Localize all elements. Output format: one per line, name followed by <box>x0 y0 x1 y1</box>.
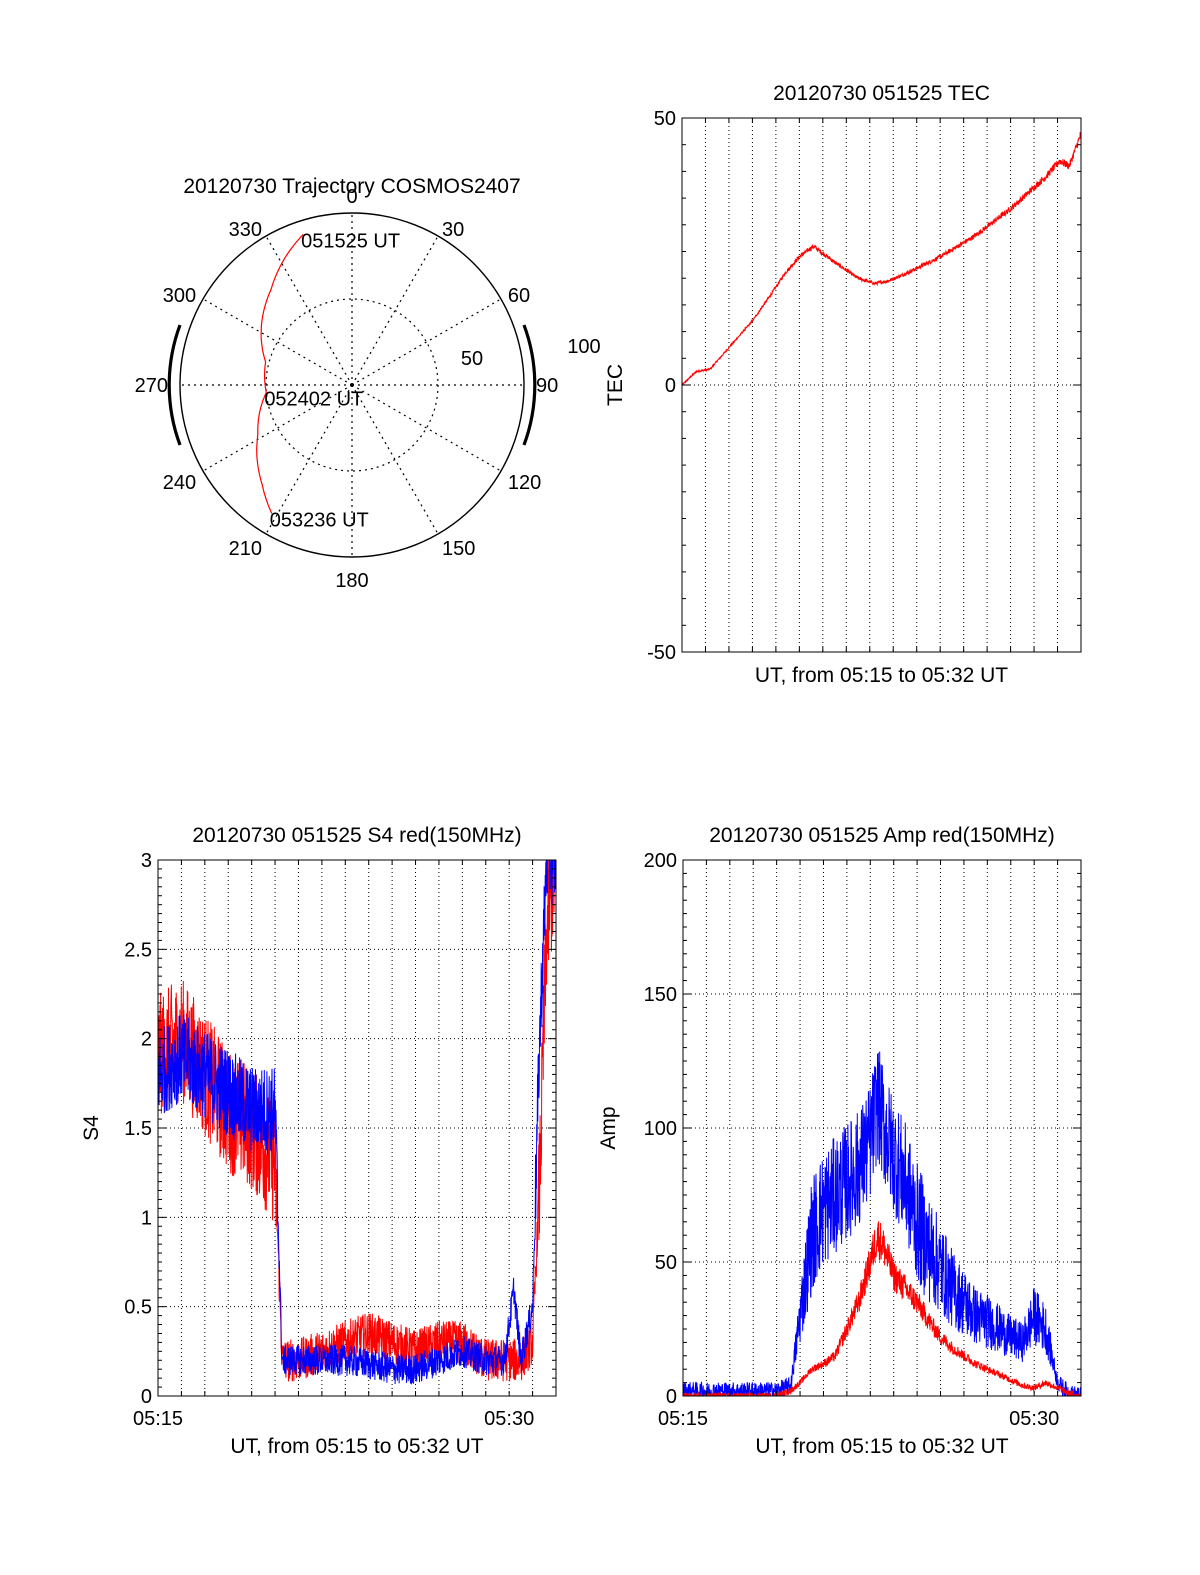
chart-title: 20120730 051525 Amp red(150MHz) <box>709 824 1055 847</box>
x-tick-label: 05:15 <box>133 1408 183 1430</box>
y-tick-label: 50 <box>655 1252 677 1274</box>
polar-grid <box>180 213 524 557</box>
series-group <box>158 860 556 1385</box>
y-axis-label: Amp <box>597 1106 620 1149</box>
polar-angle-label: 150 <box>442 538 475 560</box>
trajectory-time-label: 051525 UT <box>301 231 400 253</box>
y-tick-label: 2 <box>141 1029 152 1051</box>
x-tick-label: 05:15 <box>658 1408 708 1430</box>
series-line-blue <box>683 1051 1081 1396</box>
series-line-red <box>682 131 1081 386</box>
polar-spoke <box>265 384 353 535</box>
polar-rim <box>179 212 525 558</box>
y-axis-label: S4 <box>80 1115 103 1141</box>
polar-spoke <box>351 384 439 535</box>
polar-spoke <box>351 298 502 386</box>
chart-title: 20120730 Trajectory COSMOS2407 <box>183 175 520 198</box>
y-tick-label: 200 <box>644 850 677 872</box>
axis-ticks <box>683 859 1081 1397</box>
polar-angle-label: 0 <box>346 186 357 208</box>
axis-ticks <box>682 117 1081 653</box>
y-tick-label: -50 <box>647 642 676 664</box>
polar-angle-label: 30 <box>442 219 464 241</box>
axis-ticks <box>158 859 556 1397</box>
y-tick-label: 1.5 <box>124 1118 152 1140</box>
trajectory-time-label: 053236 UT <box>270 509 369 531</box>
series-group <box>683 1051 1081 1396</box>
polar-angle-label: 210 <box>229 538 262 560</box>
polar-spoke <box>351 384 502 472</box>
polar-ring <box>265 298 439 472</box>
series-line-blue <box>158 860 556 1385</box>
chart-title: 20120730 051525 TEC <box>773 82 990 105</box>
trajectory-time-label: 052402 UT <box>264 388 363 410</box>
polar-angle-label: 240 <box>163 472 196 494</box>
polar-angle-label: 270 <box>135 375 168 397</box>
x-axis-label: UT, from 05:15 to 05:32 UT <box>755 1435 1008 1458</box>
y-tick-label: 50 <box>654 108 676 130</box>
x-tick-label: 05:30 <box>1009 1408 1059 1430</box>
plot-frame <box>681 117 1082 653</box>
chart-title: 20120730 051525 S4 red(150MHz) <box>192 824 521 847</box>
polar-angle-label: 300 <box>163 285 196 307</box>
y-tick-label: 0 <box>666 1386 677 1408</box>
polar-angle-label: 330 <box>229 219 262 241</box>
x-axis-label: UT, from 05:15 to 05:32 UT <box>230 1435 483 1458</box>
x-tick-label: 05:30 <box>484 1408 534 1430</box>
polar-radial-label: 100 <box>567 336 600 358</box>
polar-rim-left-edge <box>167 324 182 446</box>
polar-angle-label: 60 <box>508 285 530 307</box>
series-line-red <box>683 1221 1081 1396</box>
polar-angle-label: 90 <box>536 375 558 397</box>
polar-radial-label: 50 <box>461 348 483 370</box>
y-tick-label: 0.5 <box>124 1297 152 1319</box>
trajectory-line <box>256 234 304 514</box>
grid-lines <box>682 118 1081 652</box>
series-group <box>682 131 1081 386</box>
y-axis-label: TEC <box>604 364 627 406</box>
y-tick-label: 3 <box>141 850 152 872</box>
polar-spoke <box>351 235 439 386</box>
polar-spoke <box>202 298 353 386</box>
tec-panel: -50 0 50 20120730 051525 TEC UT, from 05:15 … <box>604 82 1082 687</box>
y-tick-label: 0 <box>141 1386 152 1408</box>
y-tick-label: 2.5 <box>124 939 152 961</box>
polar-angle-label: 120 <box>508 472 541 494</box>
y-tick-label: 0 <box>665 375 676 397</box>
amp-panel: 0 50 100 150 200 05:15 05:30 20120730 051525 Am… <box>597 824 1082 1458</box>
polar-angle-label: 180 <box>335 570 368 592</box>
y-tick-label: 1 <box>141 1207 152 1229</box>
y-tick-label: 100 <box>644 1118 677 1140</box>
polar-rim-right-edge <box>522 324 537 446</box>
y-tick-label: 150 <box>644 984 677 1006</box>
s4-panel: 0 0.5 1 1.5 2 2.5 3 05:15 05:30 20120730 051525 S… <box>80 824 557 1458</box>
x-axis-label: UT, from 05:15 to 05:32 UT <box>755 664 1008 687</box>
polar-spoke <box>202 384 353 472</box>
polar-spoke <box>265 235 353 386</box>
polar-trajectory-panel: 0 30 60 90 120 150 180 210 240 270 300 330 50 100 0515… <box>135 175 601 592</box>
